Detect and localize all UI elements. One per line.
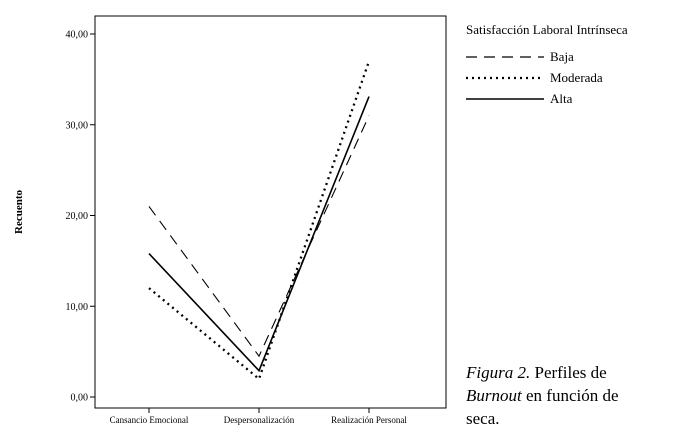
y-tick-label: 0,00 (71, 393, 89, 404)
legend-item-alta: Alta (466, 88, 698, 109)
caption-line-2: Burnout en función de (466, 384, 698, 407)
y-tick-label: 40,00 (66, 30, 89, 41)
series-line-baja (148, 115, 370, 358)
y-tick-label: 30,00 (66, 120, 89, 131)
x-tick-label: Despersonalización (224, 415, 295, 425)
legend-swatch-alta (466, 97, 544, 100)
series-line-alta (148, 96, 370, 373)
legend-label-moderada: Moderada (550, 69, 603, 85)
legend-title: Satisfacción Laboral Intrínseca (466, 22, 628, 37)
caption-text-1: Perfiles de (530, 363, 607, 382)
y-axis-label: Recuento (13, 190, 25, 234)
x-tick-label: Cansancio Emocional (110, 415, 189, 425)
caption-text-2: en función de (521, 386, 619, 405)
y-tick-label: 10,00 (66, 302, 89, 313)
legend-item-baja: Baja (466, 46, 698, 67)
legend-label-baja: Baja (550, 48, 574, 64)
x-tick-label: Realización Personal (331, 415, 407, 425)
caption-figure-label: Figura 2. (466, 363, 531, 382)
legend-swatch-baja (466, 55, 544, 58)
caption-burnout: Burnout (466, 386, 522, 405)
legend-swatch-moderada (466, 76, 544, 79)
legend-item-moderada: Moderada (466, 67, 698, 88)
caption-line-1: Figura 2. Perfiles de (466, 361, 698, 384)
y-tick-label: 20,00 (66, 211, 89, 222)
plot-frame (94, 15, 447, 409)
figure-caption: Figura 2. Perfiles de Burnout en función… (466, 361, 698, 430)
series-line-moderada (148, 60, 371, 381)
legend-label-alta: Alta (550, 90, 573, 106)
caption-text-3: seca. (466, 409, 500, 428)
legend: Satisfacción Laboral Intrínseca Baja Mod… (466, 22, 698, 109)
